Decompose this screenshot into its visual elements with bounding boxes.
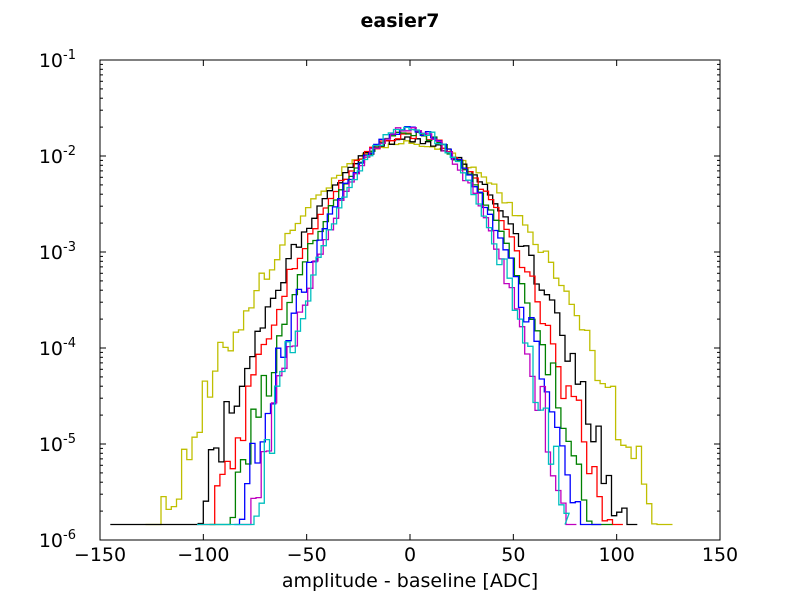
x-tick-label: 50 bbox=[501, 544, 525, 566]
histogram-series-2 bbox=[199, 131, 623, 526]
x-tick-label: −50 bbox=[287, 544, 327, 566]
y-tick-label: 10-3 bbox=[39, 240, 76, 264]
y-tick-label: 10-6 bbox=[39, 528, 76, 552]
histogram-series-3 bbox=[209, 131, 613, 526]
x-axis-label: amplitude - baseline [ADC] bbox=[282, 570, 538, 592]
x-tick-label: 0 bbox=[404, 544, 416, 566]
chart-title: easier7 bbox=[360, 10, 439, 32]
histogram-series-5 bbox=[240, 127, 577, 526]
y-tick-label: 10-2 bbox=[39, 144, 76, 168]
y-tick-label: 10-5 bbox=[39, 432, 76, 456]
x-tick-label: −100 bbox=[177, 544, 229, 566]
x-tick-label: −150 bbox=[74, 544, 126, 566]
x-tick-label: 150 bbox=[702, 544, 738, 566]
histogram-series-1 bbox=[110, 136, 638, 526]
y-axis: 10-6 10-5 10-4 10-3 10-2 10-1 bbox=[39, 48, 720, 552]
y-tick-label: 10-1 bbox=[39, 48, 76, 72]
histogram-series-0 bbox=[145, 140, 673, 526]
histogram-series-6 bbox=[197, 126, 571, 526]
y-tick-label: 10-4 bbox=[39, 336, 76, 360]
x-axis: −150 −100 −50 0 50 100 150 bbox=[74, 60, 738, 566]
x-tick-label: 100 bbox=[599, 544, 635, 566]
series-layer bbox=[110, 126, 673, 526]
